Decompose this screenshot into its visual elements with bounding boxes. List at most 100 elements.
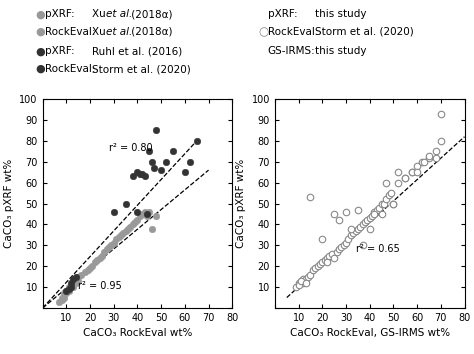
Point bbox=[383, 196, 390, 202]
Point bbox=[319, 259, 326, 265]
Point bbox=[319, 236, 326, 242]
Point bbox=[112, 236, 120, 242]
Point bbox=[326, 253, 333, 258]
Point bbox=[65, 284, 73, 290]
Text: ●: ● bbox=[36, 27, 46, 37]
X-axis label: CaCO₃ RockEval, GS-IRMS wt%: CaCO₃ RockEval, GS-IRMS wt% bbox=[290, 329, 450, 338]
Point bbox=[359, 222, 366, 227]
Point bbox=[96, 255, 103, 261]
Point bbox=[58, 297, 65, 302]
Point bbox=[432, 155, 440, 160]
Point bbox=[110, 209, 118, 215]
Point bbox=[77, 272, 84, 278]
Point bbox=[337, 245, 345, 250]
Point bbox=[84, 268, 91, 273]
Point bbox=[330, 211, 338, 217]
Point bbox=[67, 284, 75, 290]
Text: ●: ● bbox=[36, 9, 46, 19]
Text: pXRF:: pXRF: bbox=[45, 46, 75, 56]
Point bbox=[364, 217, 371, 223]
Point bbox=[93, 257, 101, 263]
Point bbox=[366, 226, 374, 232]
Point bbox=[300, 280, 307, 286]
Point bbox=[122, 228, 129, 234]
Point bbox=[162, 159, 170, 165]
Point bbox=[394, 169, 402, 175]
Point bbox=[148, 226, 155, 232]
Point bbox=[307, 194, 314, 200]
Point bbox=[390, 201, 397, 206]
Point bbox=[375, 205, 383, 211]
Point bbox=[413, 169, 421, 175]
Point bbox=[100, 249, 108, 255]
Point bbox=[437, 138, 445, 144]
Point bbox=[378, 201, 385, 206]
Point bbox=[383, 180, 390, 185]
Text: r² = 0.80: r² = 0.80 bbox=[109, 143, 153, 153]
Point bbox=[141, 173, 148, 179]
Point bbox=[437, 111, 445, 116]
Point bbox=[86, 266, 94, 271]
Point bbox=[146, 209, 153, 215]
Point bbox=[169, 149, 177, 154]
Point bbox=[55, 299, 63, 304]
Point bbox=[359, 242, 366, 248]
Point bbox=[354, 226, 362, 232]
Point bbox=[366, 215, 374, 221]
Text: GS-IRMS:: GS-IRMS: bbox=[268, 46, 316, 56]
Text: et al.: et al. bbox=[106, 27, 132, 37]
Point bbox=[119, 230, 127, 236]
Point bbox=[307, 272, 314, 278]
Point bbox=[143, 211, 151, 217]
Point bbox=[295, 282, 302, 288]
Text: r² = 0.65: r² = 0.65 bbox=[356, 244, 399, 253]
Point bbox=[122, 201, 129, 206]
Point bbox=[394, 180, 402, 185]
Text: Xu: Xu bbox=[92, 27, 109, 37]
Point bbox=[304, 274, 312, 280]
Point bbox=[333, 249, 340, 255]
Text: RockEval:: RockEval: bbox=[268, 27, 319, 37]
Point bbox=[153, 213, 160, 219]
Point bbox=[153, 127, 160, 133]
Point bbox=[127, 224, 134, 229]
Text: r² = 0.95: r² = 0.95 bbox=[78, 281, 122, 291]
Point bbox=[356, 224, 364, 229]
Text: Storm et al. (2020): Storm et al. (2020) bbox=[315, 27, 414, 37]
Point bbox=[425, 155, 433, 160]
Point bbox=[323, 255, 331, 261]
Point bbox=[302, 276, 310, 281]
X-axis label: CaCO₃ RockEval wt%: CaCO₃ RockEval wt% bbox=[83, 329, 192, 338]
Point bbox=[345, 236, 352, 242]
Point bbox=[401, 176, 409, 181]
Point bbox=[371, 211, 378, 217]
Point bbox=[193, 138, 201, 144]
Point bbox=[138, 171, 146, 177]
Point bbox=[134, 217, 141, 223]
Point bbox=[70, 284, 77, 290]
Text: this study: this study bbox=[315, 46, 367, 56]
Text: pXRF:: pXRF: bbox=[268, 9, 298, 19]
Text: (2018α): (2018α) bbox=[128, 9, 173, 19]
Point bbox=[146, 149, 153, 154]
Point bbox=[300, 276, 307, 281]
Point bbox=[390, 201, 397, 206]
Point bbox=[335, 217, 343, 223]
Point bbox=[292, 284, 300, 290]
Y-axis label: CaCO₃ pXRF wt%: CaCO₃ pXRF wt% bbox=[236, 159, 246, 248]
Text: et al.: et al. bbox=[106, 9, 132, 19]
Point bbox=[98, 253, 106, 258]
Point bbox=[74, 274, 82, 280]
Point bbox=[378, 211, 385, 217]
Point bbox=[110, 240, 118, 246]
Point bbox=[124, 226, 132, 232]
Point bbox=[311, 266, 319, 271]
Point bbox=[65, 286, 73, 292]
Point bbox=[297, 278, 305, 284]
Text: RockEval:: RockEval: bbox=[45, 27, 96, 37]
Text: (2018α): (2018α) bbox=[128, 27, 173, 37]
Point bbox=[148, 159, 155, 165]
Point bbox=[432, 149, 440, 154]
Point bbox=[295, 280, 302, 286]
Point bbox=[108, 242, 115, 248]
